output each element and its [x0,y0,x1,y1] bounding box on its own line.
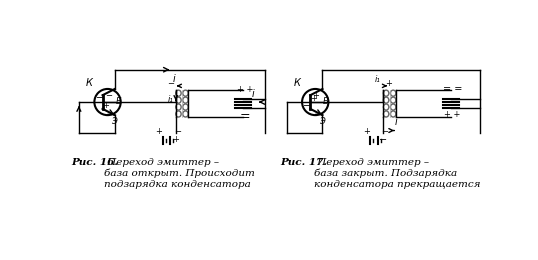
Text: +: + [172,135,179,144]
Text: −: − [381,127,388,136]
Text: Рис. 17.: Рис. 17. [280,158,328,167]
Text: −: − [96,93,104,103]
Text: Переход эмиттер –
база открыт. Происходит
подзарядка конденсатора: Переход эмиттер – база открыт. Происходи… [104,158,256,189]
Text: =: = [239,110,250,123]
Text: К: К [294,78,301,88]
Text: Э: Э [318,118,324,126]
Text: −: − [379,135,387,145]
Text: −: − [105,91,112,100]
Text: i₁: i₁ [167,95,173,104]
Text: +: + [363,127,370,136]
Text: i: i [252,89,254,99]
Text: = =: = = [443,84,462,94]
Text: −: − [303,101,312,111]
Text: К: К [86,78,93,88]
Text: −: − [167,79,174,88]
Text: Б: Б [323,97,329,106]
Text: Б: Б [116,97,121,106]
Text: −: − [174,127,181,136]
Text: Рис. 16.: Рис. 16. [71,158,118,167]
Text: Э: Э [111,118,117,126]
Text: i: i [394,118,397,127]
Text: +: + [310,94,317,103]
Text: +: + [103,101,109,110]
Text: i₁: i₁ [375,75,381,83]
Text: +: + [385,79,392,88]
Text: + +: + + [237,85,253,94]
Text: Переход эмиттер –
база закрыт. Подзарядка
конденсатора прекращается: Переход эмиттер – база закрыт. Подзарядк… [314,158,480,189]
Text: + +: + + [444,110,461,119]
Text: +: + [312,91,318,100]
Text: i: i [173,74,175,83]
Text: +: + [155,127,162,136]
